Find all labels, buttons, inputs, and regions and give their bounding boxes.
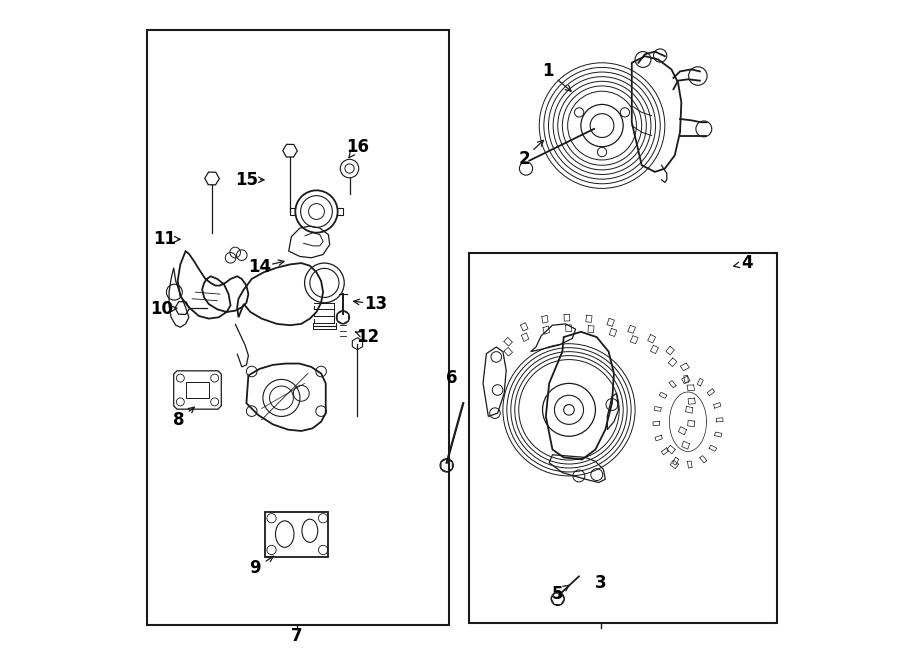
Text: 6: 6 <box>446 369 458 387</box>
Text: 16: 16 <box>346 137 369 156</box>
Text: 7: 7 <box>291 627 302 645</box>
Bar <box>469 253 778 623</box>
Text: 3: 3 <box>595 574 607 592</box>
Text: 13: 13 <box>364 295 388 313</box>
Text: 12: 12 <box>356 328 380 346</box>
Text: 11: 11 <box>153 230 176 249</box>
Text: 4: 4 <box>742 254 753 272</box>
Text: 14: 14 <box>248 258 271 276</box>
Text: 8: 8 <box>173 410 184 429</box>
Text: 15: 15 <box>236 171 258 189</box>
Text: 5: 5 <box>552 584 562 603</box>
Bar <box>148 30 449 625</box>
Text: 10: 10 <box>150 300 174 319</box>
Text: 2: 2 <box>518 149 530 168</box>
Text: 1: 1 <box>542 62 554 81</box>
Text: 9: 9 <box>249 559 261 578</box>
